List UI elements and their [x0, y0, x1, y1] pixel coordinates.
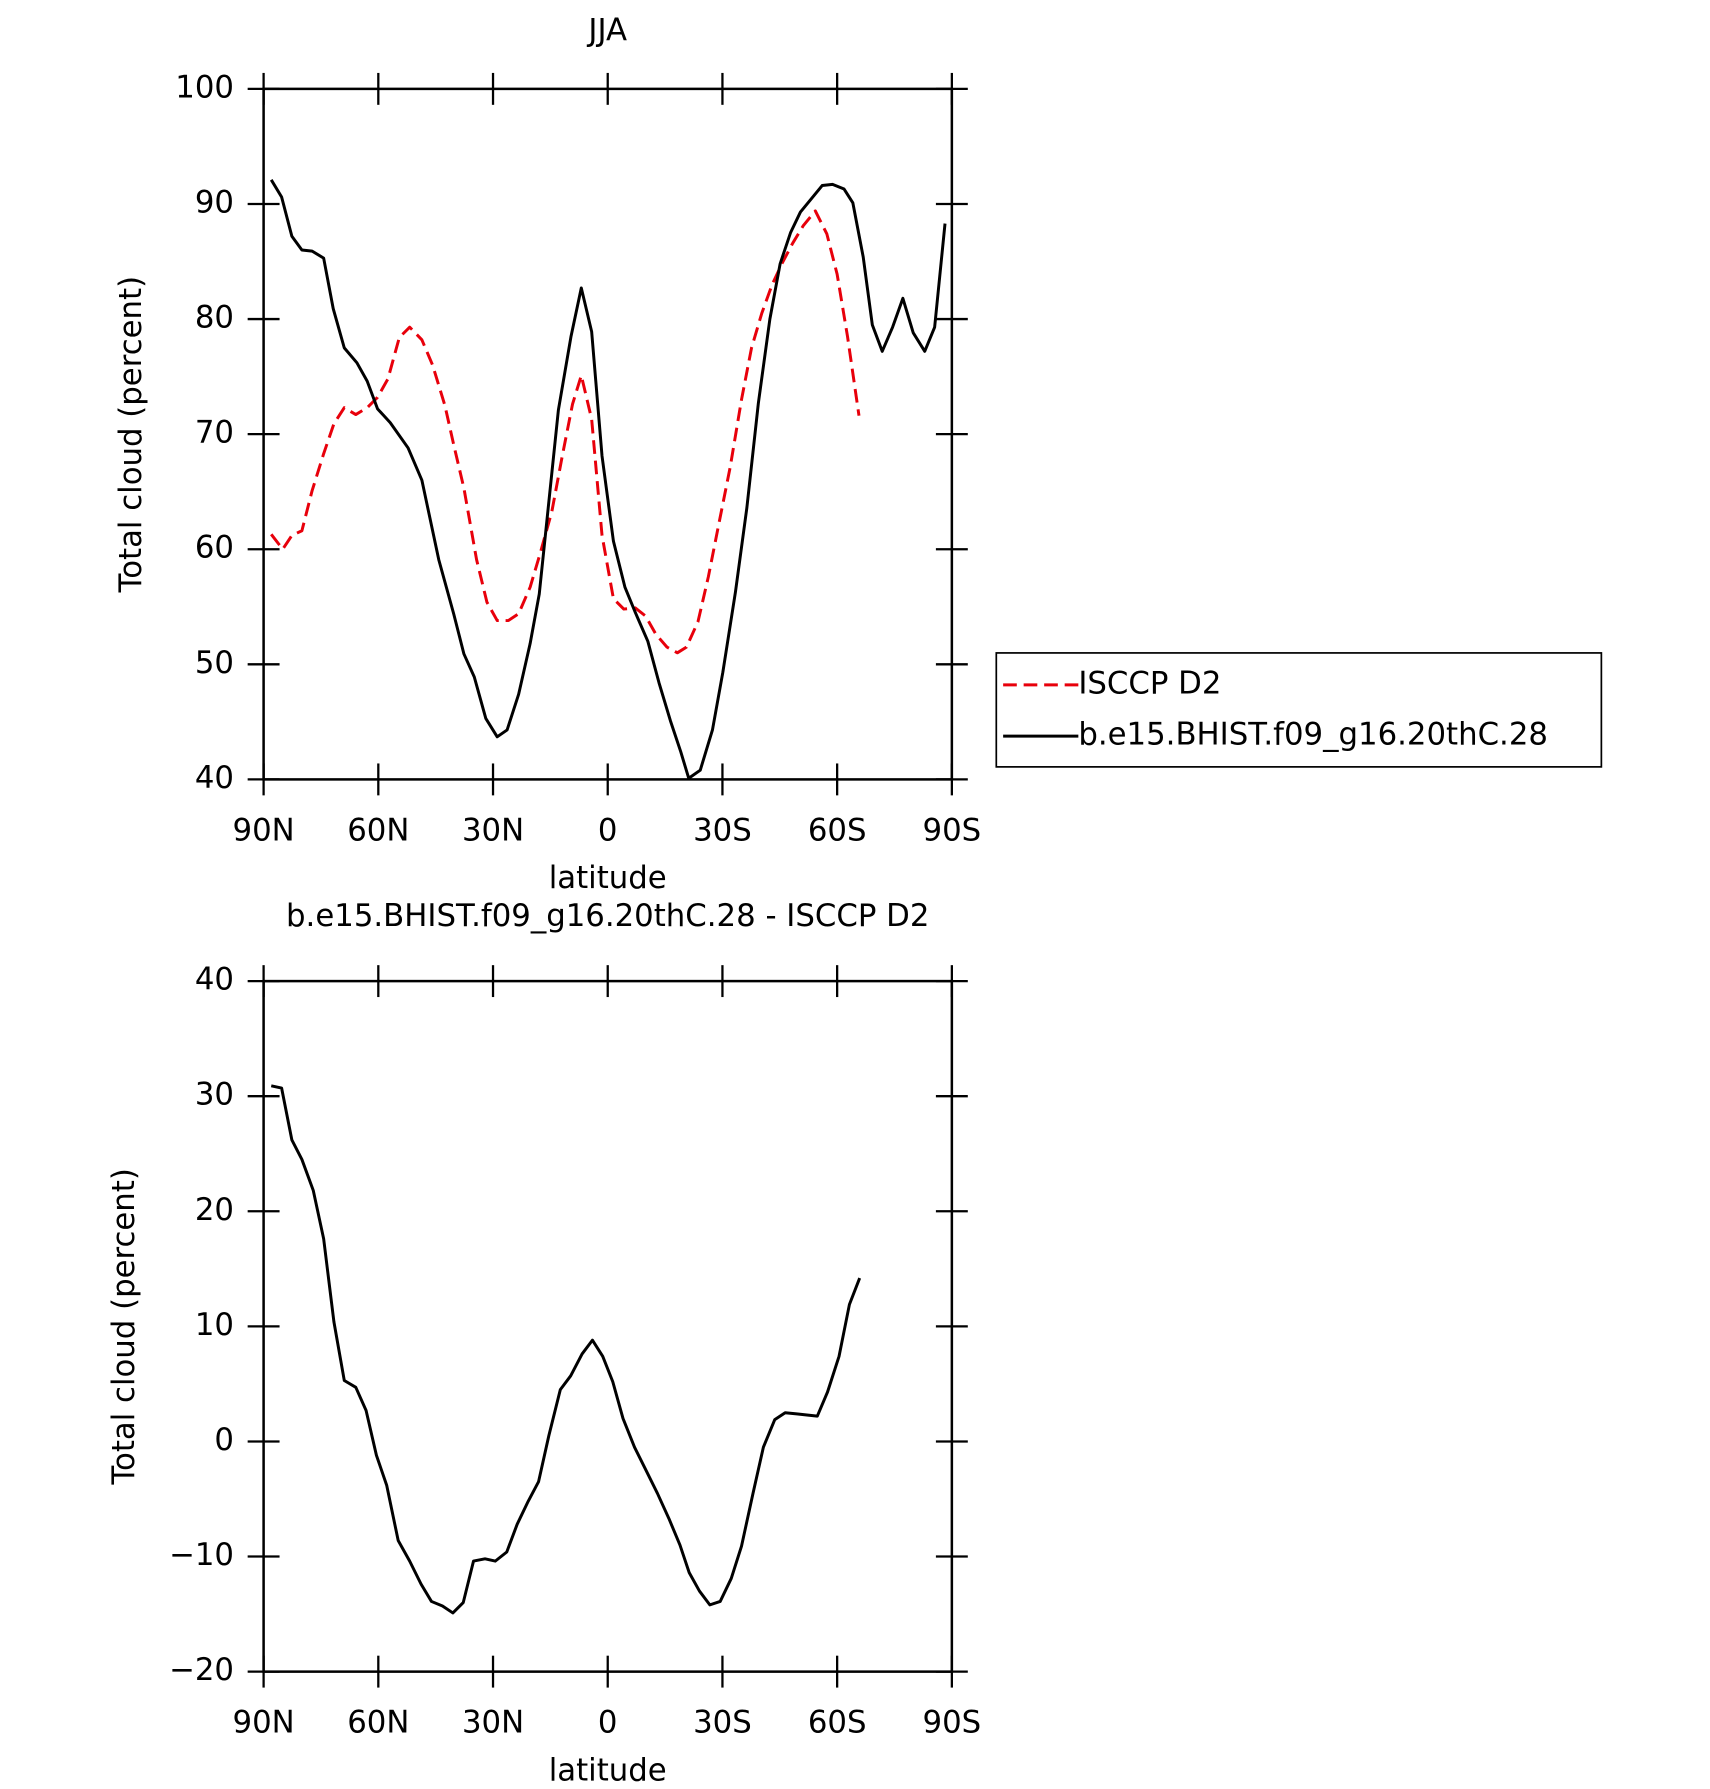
plot-frame — [262, 87, 954, 781]
y-tick-label: 50 — [195, 645, 234, 681]
y-tick-label: 70 — [195, 415, 234, 451]
x-tick-label: 60S — [808, 1705, 867, 1741]
y-tick-label: 60 — [195, 530, 234, 566]
series-line — [269, 179, 947, 780]
y-tick-label: −20 — [169, 1652, 234, 1688]
x-tick-label: 30S — [693, 812, 752, 848]
legend-label: ISCCP D2 — [1078, 665, 1221, 701]
series-line — [270, 1084, 862, 1615]
x-tick-label: 30N — [462, 1705, 524, 1741]
y-tick-label: 10 — [195, 1307, 234, 1343]
x-tick-label: 60N — [347, 1705, 409, 1741]
y-tick-label: 100 — [175, 69, 234, 105]
y-tick-label: 40 — [195, 962, 234, 998]
y-tick-label: 0 — [214, 1422, 234, 1458]
y-tick-label: 30 — [195, 1077, 234, 1113]
x-axis-label: latitude — [549, 860, 667, 896]
series-line — [270, 209, 861, 655]
x-tick-label: 60S — [808, 812, 867, 848]
x-tick-label: 30S — [693, 1705, 752, 1741]
x-tick-label: 90N — [233, 812, 295, 848]
x-tick-label: 90S — [923, 1705, 982, 1741]
plot-frame — [262, 979, 954, 1673]
legend-box — [995, 652, 1603, 768]
x-tick-label: 90N — [233, 1705, 295, 1741]
x-tick-label: 0 — [598, 1705, 618, 1741]
x-tick-label: 0 — [598, 812, 618, 848]
y-axis-label: Total cloud (percent) — [106, 1168, 142, 1485]
y-tick-label: 20 — [195, 1192, 234, 1228]
x-tick-label: 90S — [923, 812, 982, 848]
x-tick-label: 30N — [462, 812, 524, 848]
x-tick-label: 60N — [347, 812, 409, 848]
y-tick-label: −10 — [169, 1537, 234, 1573]
chart-title: b.e15.BHIST.f09_g16.20thC.28 - ISCCP D2 — [286, 898, 929, 934]
y-tick-label: 90 — [195, 184, 234, 220]
y-tick-label: 80 — [195, 300, 234, 336]
chart-title: JJA — [586, 12, 627, 48]
x-axis-label: latitude — [549, 1752, 667, 1788]
y-axis-label: Total cloud (percent) — [113, 276, 149, 593]
legend-label: b.e15.BHIST.f09_g16.20thC.28 — [1078, 717, 1548, 753]
y-tick-label: 40 — [195, 760, 234, 796]
